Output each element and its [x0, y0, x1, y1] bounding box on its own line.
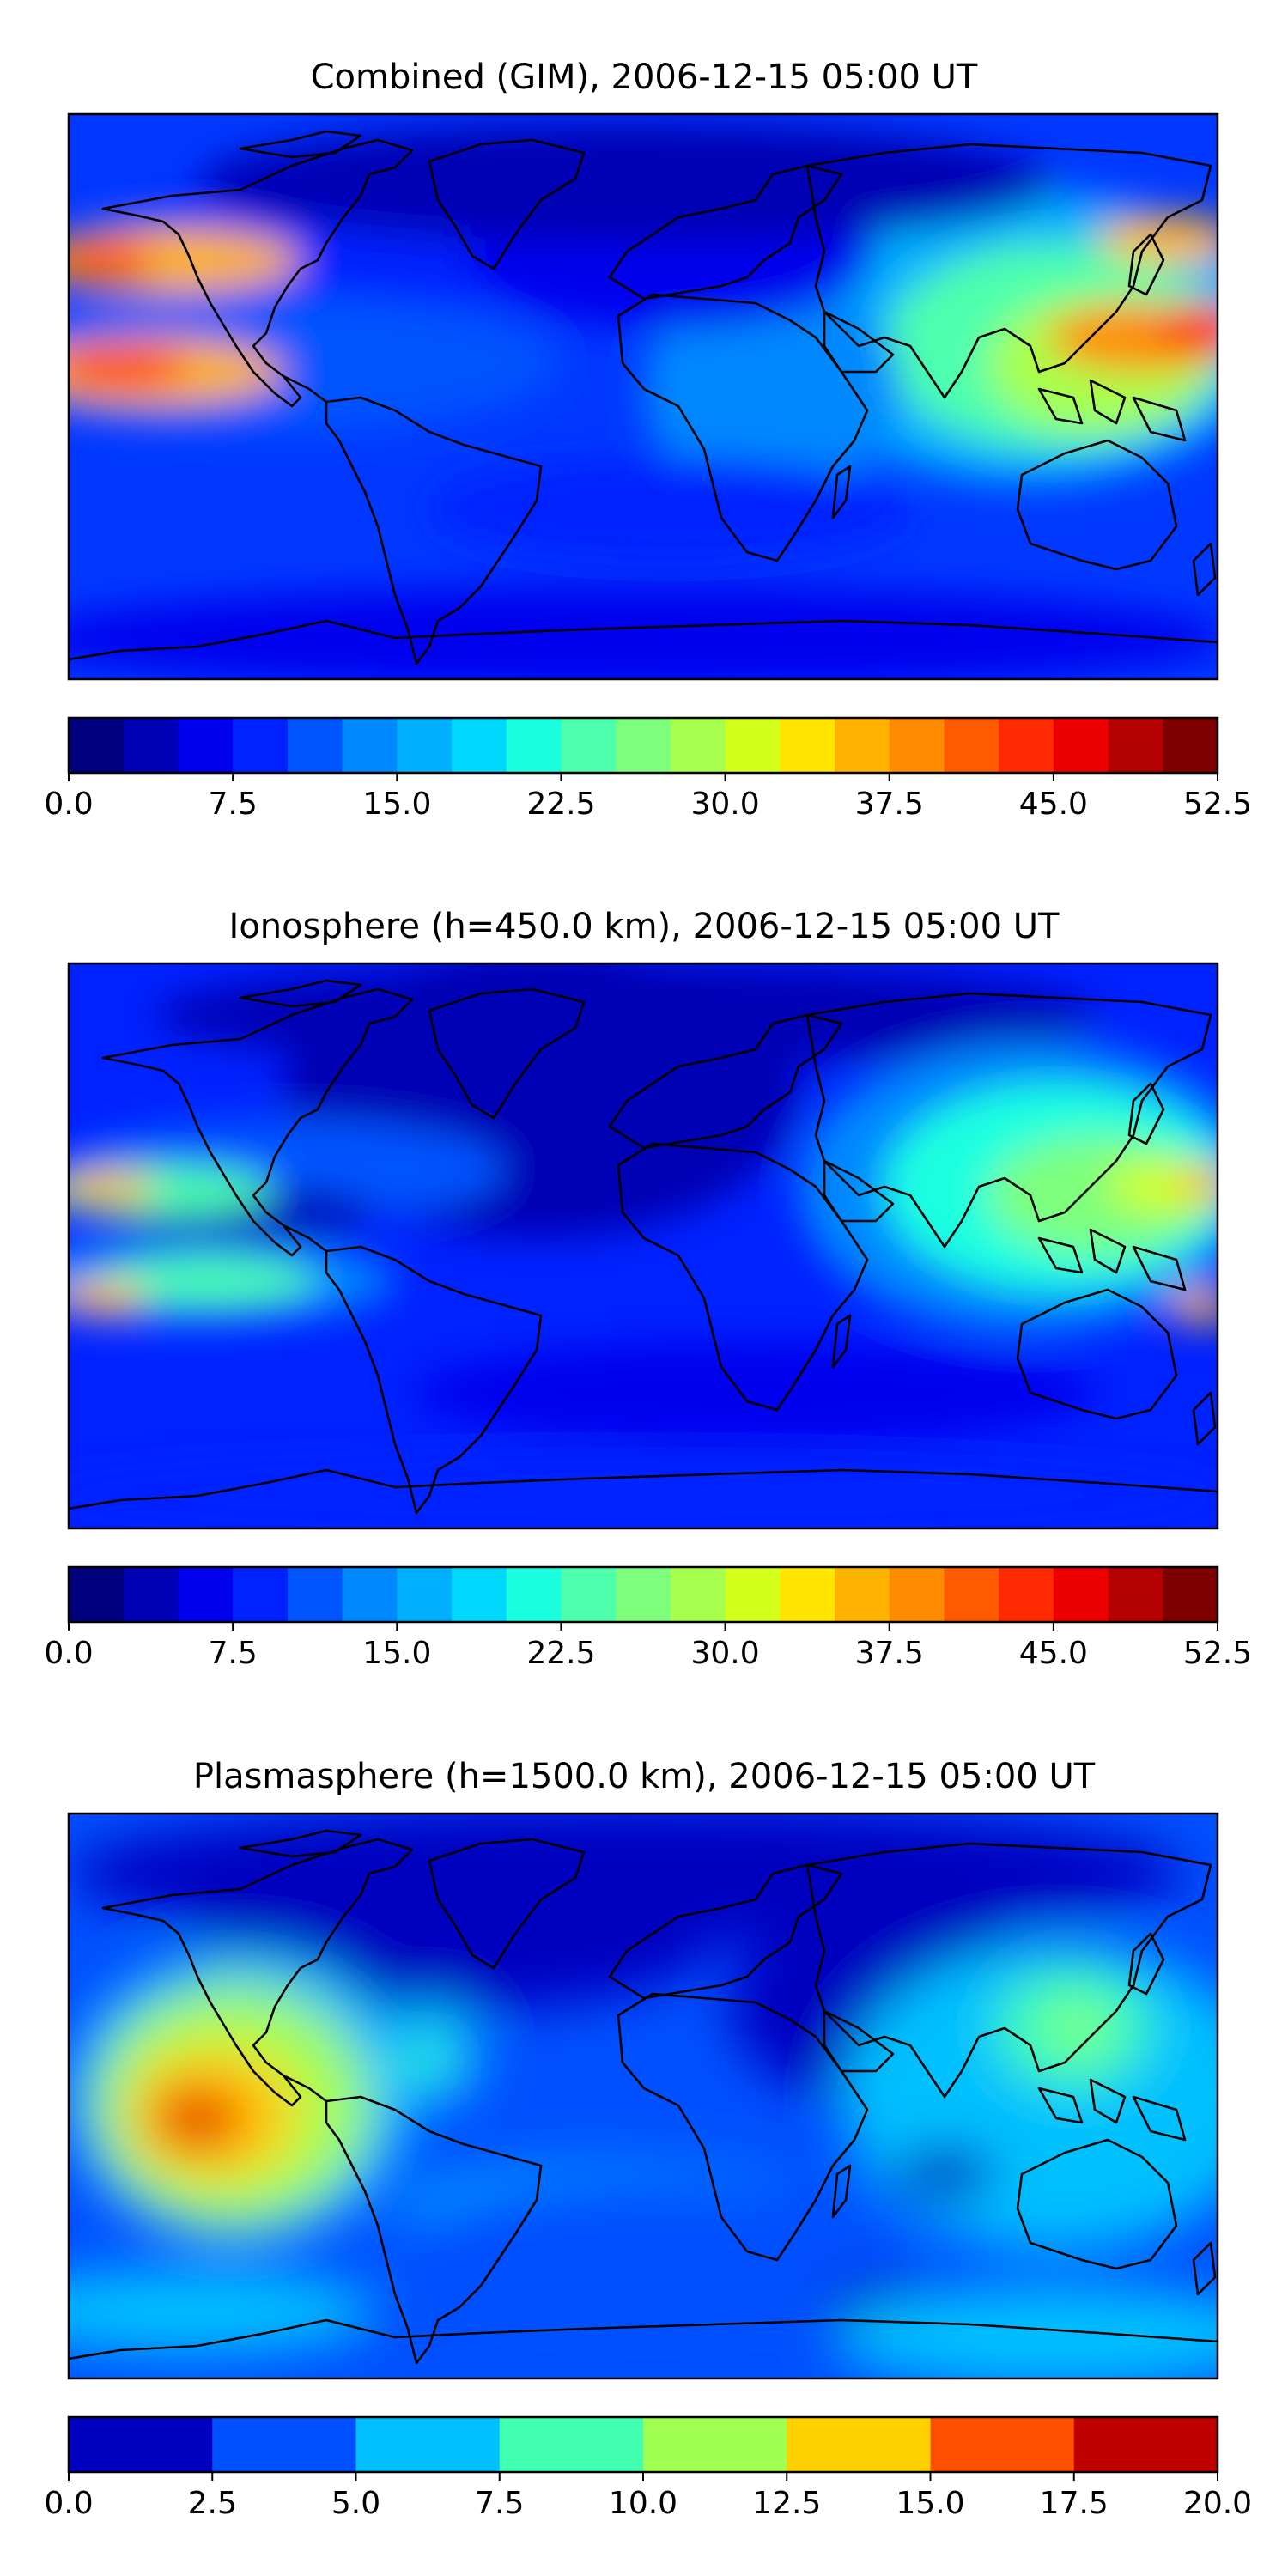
- colorbar-band: [397, 718, 453, 773]
- colorbar-band: [1073, 2417, 1218, 2472]
- colorbar-band: [944, 718, 999, 773]
- colorbar-band: [616, 718, 671, 773]
- colorbar-tick-label: 5.0: [331, 2486, 380, 2521]
- colorbar-band: [506, 1567, 562, 1622]
- colorbar-band: [1108, 718, 1163, 773]
- colorbar-band: [1163, 1567, 1218, 1622]
- colorbar-band: [670, 1567, 726, 1622]
- colorbar-band: [69, 718, 125, 773]
- colorbar-tick-label: 15.0: [362, 787, 431, 822]
- colorbar-band: [233, 1567, 289, 1622]
- colorbar-tick-label: 20.0: [1183, 2486, 1252, 2521]
- colorbar-tick-label: 15.0: [362, 1636, 431, 1671]
- colorbar-tick-label: 0.0: [44, 787, 93, 822]
- colorbar-band: [69, 1567, 125, 1622]
- colorbar-tick-label: 45.0: [1019, 1636, 1088, 1671]
- colorbar-band: [212, 2417, 357, 2472]
- colorbar-combined: 0.0 7.5 15.0 22.5 30.0 37.5 45.0 52.5: [44, 716, 1252, 822]
- colorbar-ionosphere: 0.0 7.5 15.0 22.5 30.0 37.5 45.0 52.5: [44, 1565, 1252, 1671]
- map-plasmasphere: [67, 1812, 1219, 2380]
- colorbar-band: [1163, 718, 1218, 773]
- colorbar-band: [178, 1567, 234, 1622]
- panel-title-combined: Combined (GIM), 2006-12-15 05:00 UT: [311, 58, 978, 97]
- colorbar-band: [889, 718, 945, 773]
- colorbar-band: [561, 1567, 617, 1622]
- colorbar-band: [355, 2417, 501, 2472]
- colorbar-tick-label: 37.5: [855, 1636, 924, 1671]
- colorbar-band: [725, 718, 781, 773]
- colorbar-band: [889, 1567, 945, 1622]
- colorbar-band: [452, 1567, 507, 1622]
- colorbar-plasmasphere: 0.0 2.5 5.0 7.5 10.0 12.5 15.0 17.5 20.0: [44, 2415, 1252, 2521]
- colorbar-band: [1053, 718, 1109, 773]
- colorbar-tick-label: 52.5: [1183, 1636, 1252, 1671]
- colorbar-band: [999, 718, 1054, 773]
- colorbar-tick-label: 30.0: [690, 1636, 759, 1671]
- colorbar-band: [643, 2417, 787, 2472]
- colorbar-band: [835, 1567, 890, 1622]
- colorbar-tick-label: 10.0: [609, 2486, 677, 2521]
- colorbar-tick-label: 7.5: [475, 2486, 524, 2521]
- colorbar-tick-label: 15.0: [896, 2486, 964, 2521]
- colorbar-tick-label: 22.5: [526, 787, 595, 822]
- colorbar-tick-label: 52.5: [1183, 787, 1252, 822]
- colorbar-band: [999, 1567, 1054, 1622]
- colorbar-tick-label: 12.5: [752, 2486, 821, 2521]
- colorbar-band: [780, 718, 835, 773]
- colorbar-tick-label: 7.5: [209, 1636, 258, 1671]
- colorbar-band: [787, 2417, 932, 2472]
- colorbar-band: [1053, 1567, 1109, 1622]
- colorbar-band: [1108, 1567, 1163, 1622]
- colorbar-band: [930, 2417, 1075, 2472]
- panel-title-plasmasphere: Plasmasphere (h=1500.0 km), 2006-12-15 0…: [193, 1757, 1096, 1796]
- colorbar-tick-label: 37.5: [855, 787, 924, 822]
- colorbar-band: [342, 1567, 398, 1622]
- colorbar-band: [616, 1567, 671, 1622]
- colorbar-band: [123, 718, 179, 773]
- colorbar-band: [342, 718, 398, 773]
- colorbar-tick-label: 30.0: [690, 787, 759, 822]
- colorbar-band: [178, 718, 234, 773]
- colorbar-band: [287, 718, 343, 773]
- colorbar-band: [123, 1567, 179, 1622]
- colorbar-tick-label: 2.5: [188, 2486, 237, 2521]
- colorbar-band: [499, 2417, 644, 2472]
- colorbar-band: [69, 2417, 213, 2472]
- colorbar-band: [506, 718, 562, 773]
- colorbar-tick-label: 45.0: [1019, 787, 1088, 822]
- colorbar-band: [725, 1567, 781, 1622]
- colorbar-tick-label: 0.0: [44, 1636, 93, 1671]
- colorbar-band: [452, 718, 507, 773]
- colorbar-band: [233, 718, 289, 773]
- colorbar-frame: [67, 716, 1219, 775]
- colorbar-band: [287, 1567, 343, 1622]
- colorbar-tick-label: 7.5: [209, 787, 258, 822]
- colorbar-tick-label: 22.5: [526, 1636, 595, 1671]
- colorbar-tick-label: 17.5: [1040, 2486, 1109, 2521]
- colorbar-band: [944, 1567, 999, 1622]
- colorbar-frame: [67, 1565, 1219, 1624]
- colorbar-band: [670, 718, 726, 773]
- panel-title-ionosphere: Ionosphere (h=450.0 km), 2006-12-15 05:0…: [229, 907, 1060, 946]
- colorbar-tick-label: 0.0: [44, 2486, 93, 2521]
- colorbar-band: [561, 718, 617, 773]
- colorbar-band: [780, 1567, 835, 1622]
- colorbar-band: [835, 718, 890, 773]
- map-combined: [67, 112, 1219, 681]
- colorbar-band: [397, 1567, 453, 1622]
- map-ionosphere: [67, 962, 1219, 1530]
